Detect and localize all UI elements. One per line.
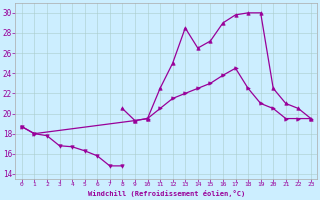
X-axis label: Windchill (Refroidissement éolien,°C): Windchill (Refroidissement éolien,°C) xyxy=(88,190,245,197)
